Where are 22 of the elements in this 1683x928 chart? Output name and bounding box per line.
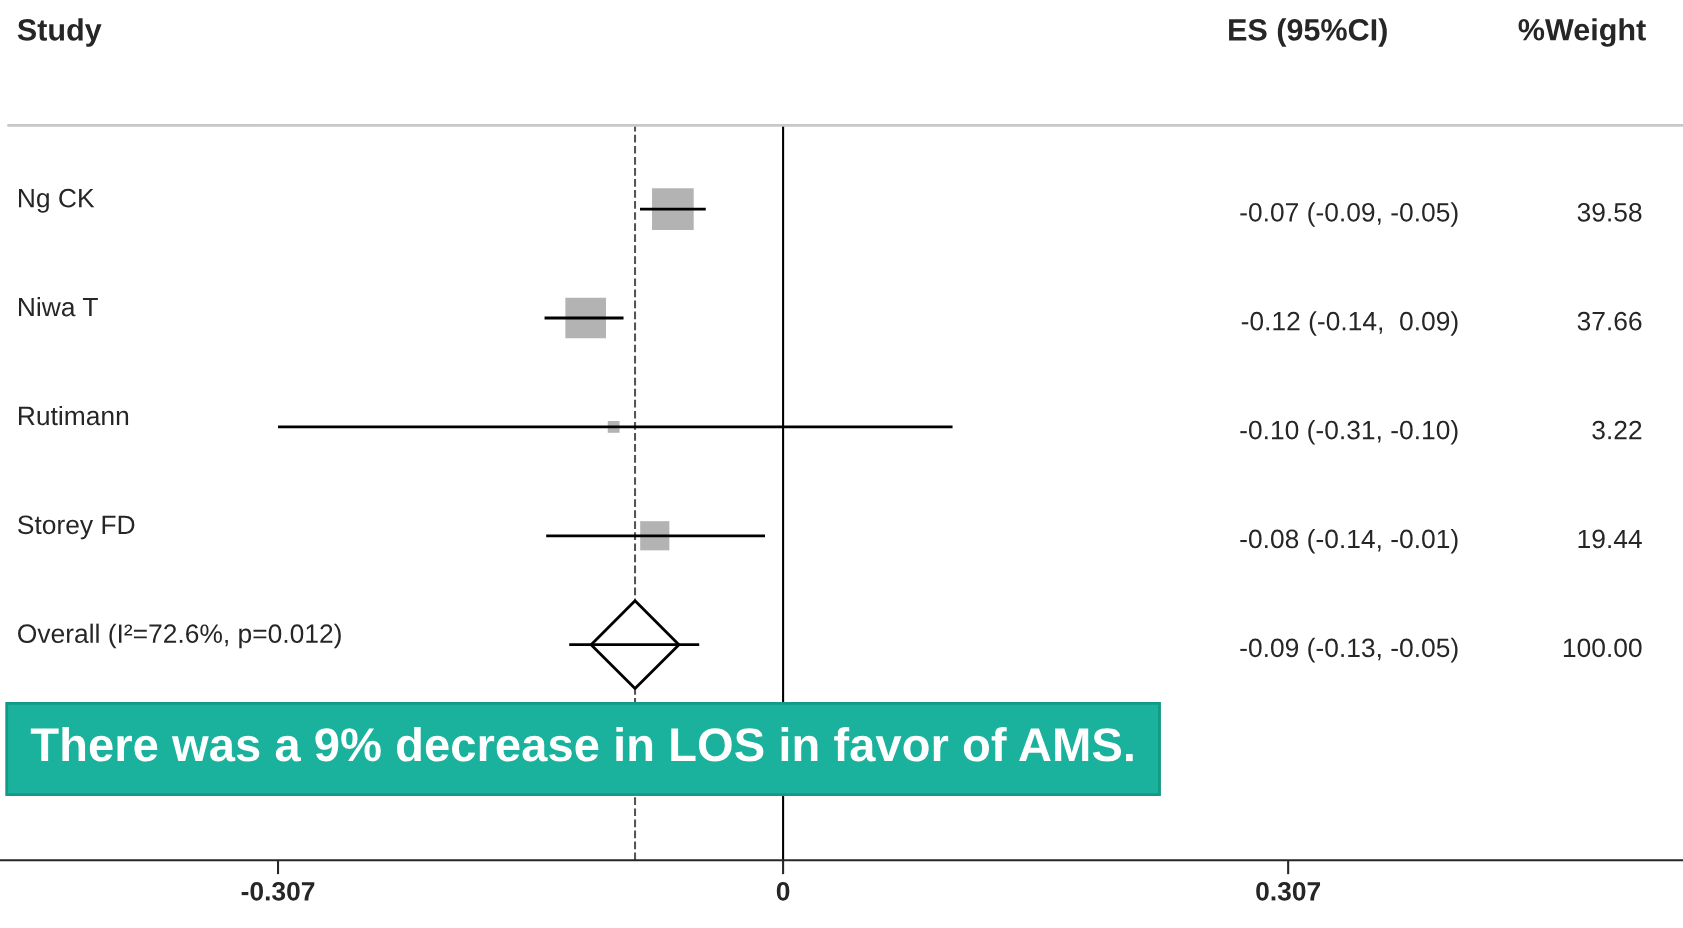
y-tick-label: Ng CK: [18, 188, 95, 213]
annotation: -0.12 (-0.14, 0.09): [1241, 311, 1458, 336]
annotation: 3.22: [1592, 420, 1642, 440]
y-tick-label: Overall (I²=72.6%, p=0.012): [18, 623, 341, 649]
annotation: -0.10 (-0.31, -0.10): [1240, 420, 1458, 445]
text: %Weight: [1518, 18, 1646, 47]
text: ES (95%CI): [1229, 18, 1387, 47]
y-axis-title: Study: [17, 18, 102, 47]
annotation: 100.00: [1563, 638, 1642, 658]
annotation: -0.09 (-0.13, -0.05): [1240, 637, 1458, 663]
annotation: -0.07 (-0.09, -0.05): [1240, 202, 1458, 227]
x-tick-label: 0: [776, 881, 790, 901]
annotation: There was a 9% decrease in LOS in favor of AMS.: [30, 726, 1133, 762]
x-tick-label: -0.307: [241, 881, 315, 901]
annotation: 19.44: [1578, 529, 1642, 549]
x-tick-label: 0.307: [1256, 881, 1321, 901]
y-tick-label: Storey FD: [18, 515, 135, 540]
y-tick-label: Niwa T: [18, 297, 98, 317]
annotation: -0.08 (-0.14, -0.01): [1240, 528, 1458, 554]
annotation: 39.58: [1577, 202, 1642, 222]
y-tick-label: Rutimann: [18, 405, 129, 426]
annotation: 37.66: [1577, 311, 1642, 331]
